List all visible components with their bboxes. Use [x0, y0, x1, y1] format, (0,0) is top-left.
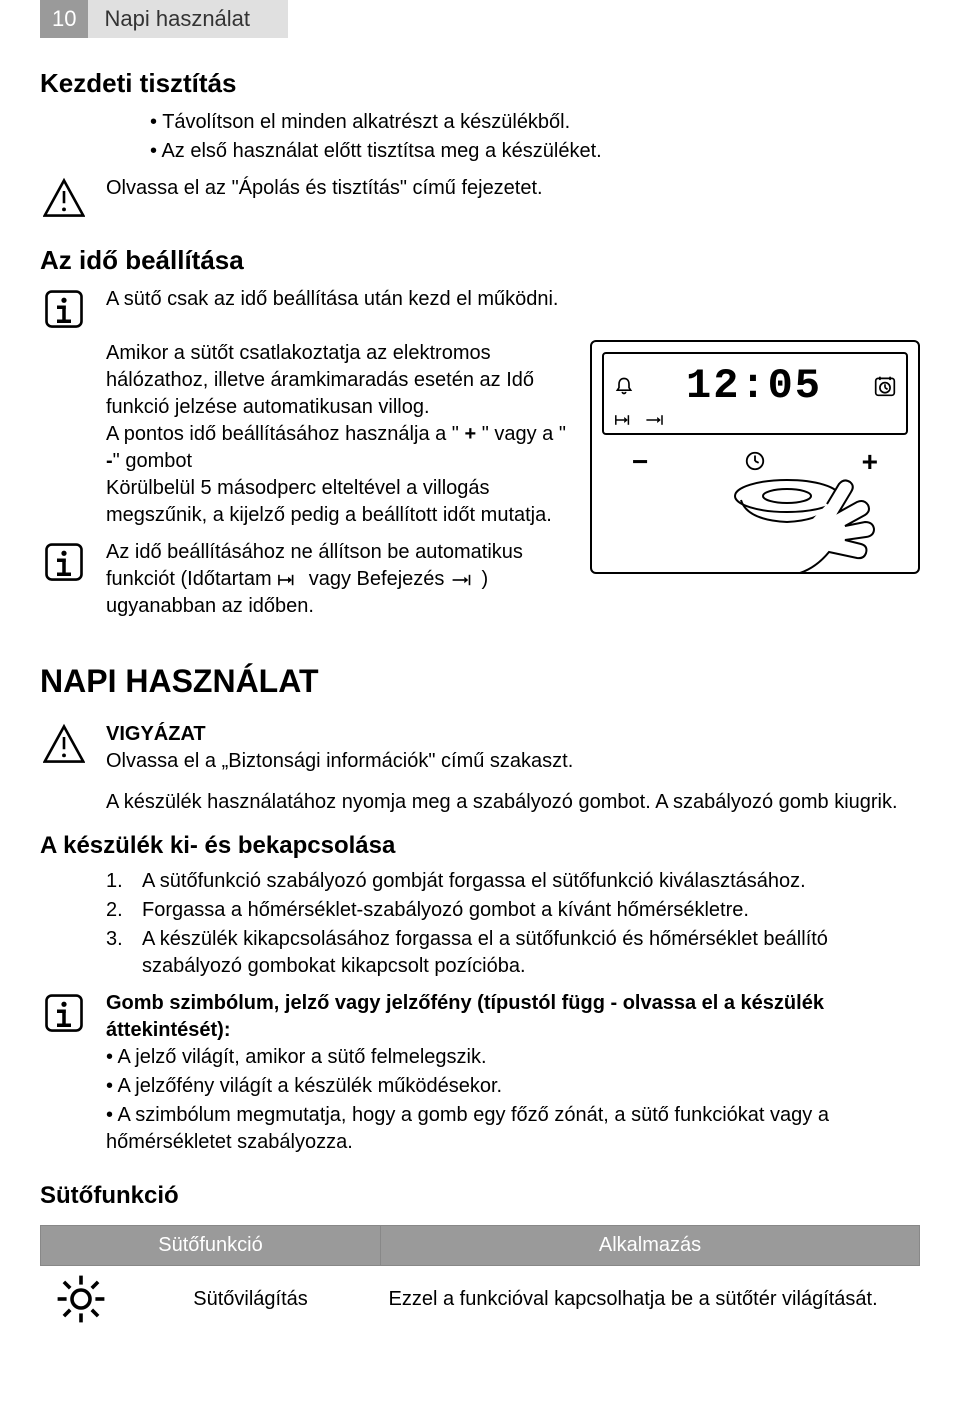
info-text: A sütő csak az idő beállítása után kezd … [106, 286, 920, 313]
step-number: 1. [106, 868, 142, 895]
info-text-no-auto: Az idő beállításához ne állítson be auto… [106, 539, 566, 620]
duration-icon [277, 572, 303, 588]
page-header: 10 Napi használat [40, 0, 920, 38]
duration-icon [614, 413, 638, 427]
end-icon [644, 413, 668, 427]
list-item: A készülék kikapcsolásához forgassa el a… [142, 926, 920, 980]
info-icon [40, 990, 88, 1034]
func-col1-header: Sütőfunkció [41, 1225, 381, 1265]
func-desc: Ezzel a funkcióval kapcsolhatja be a süt… [381, 1265, 920, 1334]
clock-icon [744, 450, 766, 472]
warning-text: Olvassa el az "Ápolás és tisztítás" című… [106, 175, 920, 202]
onoff-title: A készülék ki- és bekapcsolása [40, 830, 920, 862]
display-time: 12:05 [686, 358, 822, 415]
func-title: Sütőfunkció [40, 1180, 920, 1212]
clock-box-icon [874, 375, 896, 397]
light-icon [41, 1265, 121, 1334]
step-number: 2. [106, 897, 142, 924]
page-number: 10 [40, 0, 88, 38]
warning-text: Olvassa el a „Biztonsági információk" cí… [106, 748, 920, 775]
list-item: A szimbólum megmutatja, hogy a gomb egy … [106, 1102, 920, 1156]
bell-icon [614, 376, 634, 396]
step-number: 3. [106, 926, 142, 980]
warning-icon [40, 721, 88, 765]
list-item: A jelző világít, amikor a sütő felmelegs… [106, 1044, 920, 1071]
lcd-display: 12:05 [602, 352, 908, 435]
func-name: Sütővilágítás [121, 1265, 381, 1334]
func-col2-header: Alkalmazás [381, 1225, 920, 1265]
list-item: Távolítson el minden alkatrészt a készül… [150, 109, 920, 136]
warning-icon [40, 175, 88, 219]
end-icon [450, 572, 476, 588]
page-header-title: Napi használat [88, 0, 288, 38]
section-title-initial-clean: Kezdeti tisztítás [40, 66, 920, 101]
initial-clean-bullets: Távolítson el minden alkatrészt a készül… [150, 109, 920, 165]
minus-button-label: − [632, 443, 648, 481]
list-item: A jelzőfény világít a készülék működések… [106, 1073, 920, 1100]
warning-title: VIGYÁZAT [106, 721, 920, 748]
hand-press-icon [712, 478, 902, 572]
main-title: NAPI HASZNÁLAT [40, 660, 920, 703]
plus-button-label: + [862, 443, 878, 481]
symbol-heading: Gomb szimbólum, jelző vagy jelzőfény (tí… [106, 990, 920, 1044]
info-icon [40, 539, 88, 583]
section-title-set-time: Az idő beállítása [40, 243, 920, 278]
list-item: A sütőfunkció szabályozó gombját forgass… [142, 868, 806, 895]
info-icon [40, 286, 88, 330]
time-set-paragraph: Amikor a sütőt csatlakoztatja az elektro… [106, 340, 566, 529]
symbol-bullets: A jelző világít, amikor a sütő felmelegs… [106, 1044, 920, 1156]
list-item: Forgassa a hőmérséklet-szabályozó gombot… [142, 897, 749, 924]
function-table: Sütőfunkció Alkalmazás Sütővilágítás Ezz… [40, 1225, 920, 1334]
usage-note: A készülék használatához nyomja meg a sz… [106, 789, 920, 816]
display-panel-illustration: 12:05 − + [590, 340, 920, 574]
onoff-steps: 1.A sütőfunkció szabályozó gombját forga… [106, 868, 920, 980]
list-item: Az első használat előtt tisztítsa meg a … [150, 138, 920, 165]
table-row: Sütővilágítás Ezzel a funkcióval kapcsol… [41, 1265, 920, 1334]
